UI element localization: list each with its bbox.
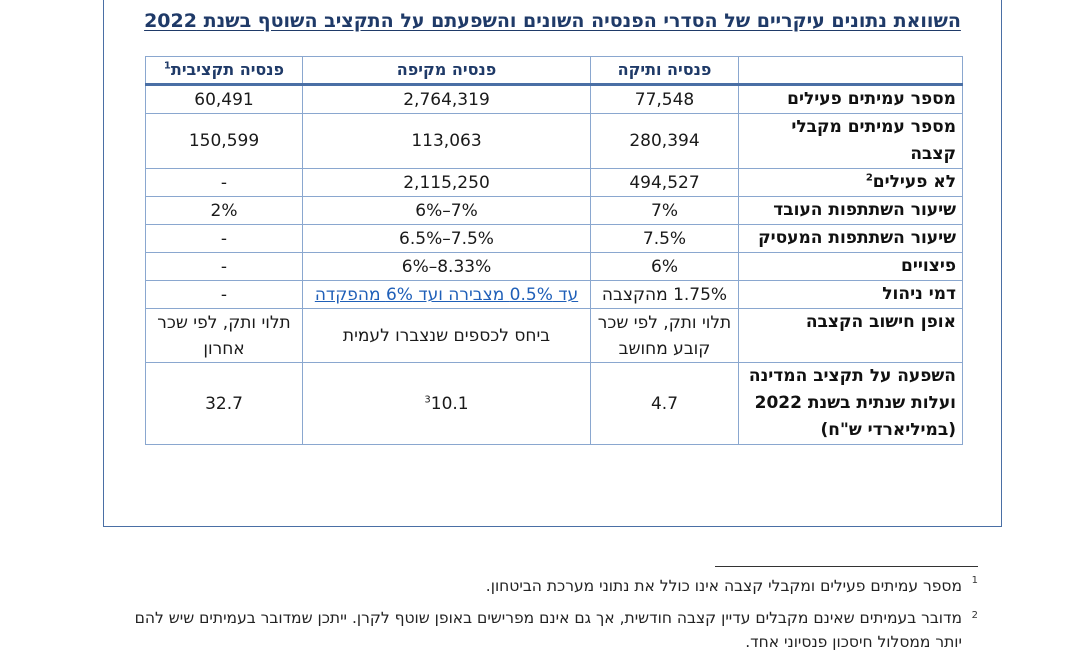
- page-title: השוואת נתונים עיקריים של הסדרי הפנסיה הש…: [144, 10, 961, 32]
- row-label: מספר עמיתים מקבלי קצבה: [738, 113, 963, 169]
- table-row: שיעור השתתפות המעסיק 7.5% 7.5%–6.5% -: [145, 224, 963, 253]
- comparison-table: פנסיה ותיקה פנסיה מקיפה פנסיה תקציבית1 מ…: [145, 56, 963, 445]
- table-row: לא פעילים2 494,527 2,115,250 -: [145, 168, 963, 197]
- table-row: מספר עמיתים פעילים 77,548 2,764,319 60,4…: [145, 84, 963, 114]
- footnote-separator: [715, 566, 978, 567]
- row-label: מספר עמיתים פעילים: [738, 84, 963, 114]
- management-fee-link[interactable]: עד 0.5% מצבירה ועד 6% מהפקדה: [314, 284, 579, 305]
- cell-value: 60,491: [145, 84, 303, 114]
- footnote-text: מספר עמיתים פעילים ומקבלי קצבה אינו כולל…: [485, 577, 962, 595]
- row-label: אופן חישוב הקצבה: [738, 308, 963, 363]
- cell-value: 150,599: [145, 113, 303, 169]
- header-budget-pension-label: פנסיה תקציבית: [170, 60, 285, 79]
- row-label: פיצויים: [738, 252, 963, 281]
- cell-value: 6%: [590, 252, 739, 281]
- cell-value: -: [145, 168, 303, 197]
- header-old-pension: פנסיה ותיקה: [590, 56, 739, 86]
- cell-value: 32.7: [145, 362, 303, 445]
- cell-value: 77,548: [590, 84, 739, 114]
- row-label: השפעה על תקציב המדינה ועלות שנתית בשנת 2…: [738, 362, 963, 445]
- row-label: שיעור השתתפות העובד: [738, 196, 963, 225]
- cell-value: -: [145, 224, 303, 253]
- cell-value: 2,764,319: [302, 84, 591, 114]
- footnote: 1 מספר עמיתים פעילים ומקבלי קצבה אינו כו…: [112, 575, 978, 595]
- cell-value: 1.75% מהקצבה: [590, 280, 739, 309]
- row-label: שיעור השתתפות המעסיק: [738, 224, 963, 253]
- row-label: דמי ניהול: [738, 280, 963, 309]
- cell-value: עד 0.5% מצבירה ועד 6% מהפקדה: [302, 280, 591, 309]
- cell-value-text: 10.1: [430, 393, 469, 414]
- cell-value: 280,394: [590, 113, 739, 169]
- table-row: מספר עמיתים מקבלי קצבה 280,394 113,063 1…: [145, 113, 963, 169]
- footnote-number: 2: [971, 610, 978, 621]
- cell-value: 7.5%: [590, 224, 739, 253]
- cell-value: תלוי ותק, לפי שכר קובע מחושב: [590, 308, 739, 363]
- cell-value: -: [145, 280, 303, 309]
- table-header-row: פנסיה ותיקה פנסיה מקיפה פנסיה תקציבית1: [145, 56, 963, 86]
- footnote-ref: 2: [865, 172, 873, 184]
- cell-value: 310.1: [302, 362, 591, 445]
- footnote-text: מדובר בעמיתים שאינם מקבלים עדיין קצבה חו…: [134, 609, 962, 651]
- cell-value: 2%: [145, 196, 303, 225]
- table-row: פיצויים 6% 8.33%–6% -: [145, 252, 963, 281]
- cell-value: 8.33%–6%: [302, 252, 591, 281]
- cell-value: 113,063: [302, 113, 591, 169]
- cell-value: -: [145, 252, 303, 281]
- table-row: אופן חישוב הקצבה תלוי ותק, לפי שכר קובע …: [145, 308, 963, 363]
- cell-value: 4.7: [590, 362, 739, 445]
- cell-value: 7.5%–6.5%: [302, 224, 591, 253]
- cell-value: 7%: [590, 196, 739, 225]
- row-label-text: לא פעילים: [872, 172, 956, 192]
- footnote-number: 1: [971, 575, 978, 586]
- cell-value: 7%–6%: [302, 196, 591, 225]
- cell-value: 494,527: [590, 168, 739, 197]
- cell-value: 2,115,250: [302, 168, 591, 197]
- table-row: השפעה על תקציב המדינה ועלות שנתית בשנת 2…: [145, 362, 963, 445]
- table-row: דמי ניהול 1.75% מהקצבה עד 0.5% מצבירה וע…: [145, 280, 963, 309]
- row-label: לא פעילים2: [738, 168, 963, 197]
- cell-value: ביחס לכספים שנצברו לעמית: [302, 308, 591, 363]
- table-row: שיעור השתתפות העובד 7% 7%–6% 2%: [145, 196, 963, 225]
- footnote: 2 מדובר בעמיתים שאינם מקבלים עדיין קצבה …: [112, 606, 978, 654]
- header-budget-pension: פנסיה תקציבית1: [145, 56, 303, 86]
- footnote-ref: 1: [163, 60, 171, 72]
- cell-value: תלוי ותק, לפי שכר אחרון: [145, 308, 303, 363]
- header-comprehensive-pension: פנסיה מקיפה: [302, 56, 591, 86]
- header-empty: [738, 56, 963, 86]
- footnote-ref: 3: [424, 393, 431, 405]
